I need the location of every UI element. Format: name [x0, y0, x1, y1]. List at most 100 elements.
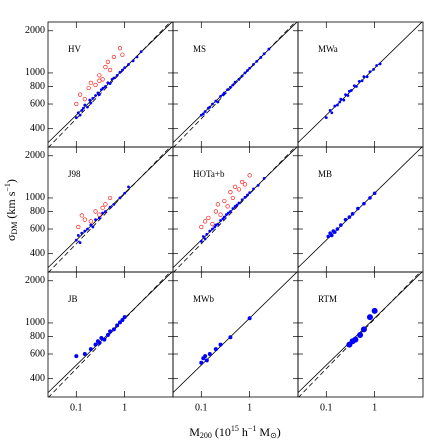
- label-part: ): [4, 179, 18, 183]
- data-point: [131, 59, 135, 63]
- data-point: [111, 54, 117, 60]
- y-tick-label: 2000: [25, 150, 45, 161]
- data-point: [216, 100, 220, 104]
- data-point: [88, 219, 93, 224]
- data-point: [103, 202, 108, 207]
- data-point: [118, 70, 122, 74]
- data-point: [78, 92, 83, 97]
- data-point: [86, 227, 89, 231]
- data-point: [210, 222, 215, 227]
- x-tick-label: 1: [247, 402, 252, 413]
- data-point: [205, 232, 209, 236]
- data-point: [127, 63, 130, 66]
- data-point: [226, 211, 230, 215]
- data-point: [362, 201, 366, 206]
- data-point: [240, 179, 245, 185]
- data-point: [360, 326, 367, 333]
- plot-area: [173, 147, 298, 272]
- data-point: [208, 105, 212, 109]
- panel-title: RTM: [318, 294, 337, 304]
- data-point: [349, 89, 353, 92]
- data-point: [201, 112, 205, 116]
- data-point: [101, 86, 105, 90]
- data-point: [235, 203, 239, 207]
- data-point: [342, 98, 346, 102]
- data-point: [74, 116, 78, 119]
- y-tick-label: 2000: [25, 275, 45, 286]
- panel-title: MWa: [318, 44, 338, 54]
- plot-area: [48, 147, 173, 272]
- data-point: [111, 327, 116, 332]
- panel: 400 600 800 1000 2000 HV: [25, 21, 174, 148]
- data-point: [88, 98, 92, 102]
- data-point: [78, 113, 82, 117]
- label-part: σ: [4, 234, 18, 241]
- data-point: [97, 216, 101, 220]
- data-point: [203, 110, 207, 113]
- data-point: [103, 65, 108, 70]
- data-point: [232, 184, 238, 189]
- data-point: [256, 183, 260, 187]
- data-point: [236, 187, 242, 192]
- data-point: [120, 317, 125, 322]
- data-point: [88, 347, 93, 352]
- x-tick-label: 0.1: [195, 402, 208, 413]
- data-point: [127, 185, 130, 189]
- data-point: [362, 75, 366, 79]
- data-point: [339, 97, 343, 101]
- data-point: [356, 206, 360, 211]
- data-point: [94, 94, 97, 97]
- data-point: [228, 335, 233, 340]
- data-point: [243, 71, 247, 75]
- data-point: [368, 70, 372, 74]
- reference-line: [298, 147, 423, 268]
- label-part: (km s: [4, 191, 18, 221]
- data-point: [339, 223, 343, 227]
- label-part: ⊙: [270, 431, 277, 440]
- label-part: (10: [212, 425, 231, 439]
- data-point: [107, 67, 113, 73]
- label-part: DM: [10, 222, 19, 235]
- y-tick-label: 800: [30, 331, 45, 342]
- panel: MS: [172, 21, 299, 148]
- data-point: [357, 332, 364, 339]
- data-point: [88, 80, 93, 85]
- data-point: [108, 329, 113, 334]
- data-point: [352, 336, 359, 343]
- data-point: [267, 47, 271, 51]
- data-point: [211, 227, 214, 231]
- data-point: [247, 173, 252, 178]
- panel: HOTa+b: [172, 146, 299, 273]
- data-point: [213, 347, 218, 352]
- data-point: [242, 182, 248, 187]
- data-point: [330, 111, 334, 115]
- panel-title: MS: [193, 44, 206, 54]
- data-point: [248, 191, 252, 195]
- data-point: [97, 340, 102, 345]
- data-point: [368, 196, 372, 200]
- label-part: −1: [3, 183, 12, 192]
- data-point: [204, 358, 209, 363]
- reference-line: [173, 272, 298, 393]
- y-tick-label: 400: [30, 373, 45, 384]
- plot-area: [298, 272, 423, 397]
- x-tick-label: 0.1: [320, 402, 333, 413]
- data-point: [118, 196, 122, 200]
- panel-frame: [297, 21, 424, 148]
- data-point: [199, 239, 203, 243]
- data-point: [203, 237, 207, 241]
- data-point: [76, 111, 80, 115]
- label-part: −1: [248, 424, 257, 433]
- data-point: [106, 81, 110, 85]
- data-point: [82, 97, 87, 102]
- data-point: [248, 66, 252, 70]
- data-point: [357, 80, 361, 83]
- data-point: [347, 215, 352, 219]
- data-point: [366, 314, 373, 321]
- data-point: [112, 76, 116, 80]
- data-point: [326, 234, 331, 239]
- data-point: [222, 215, 226, 219]
- plot-area: [173, 272, 298, 393]
- data-point: [99, 88, 103, 92]
